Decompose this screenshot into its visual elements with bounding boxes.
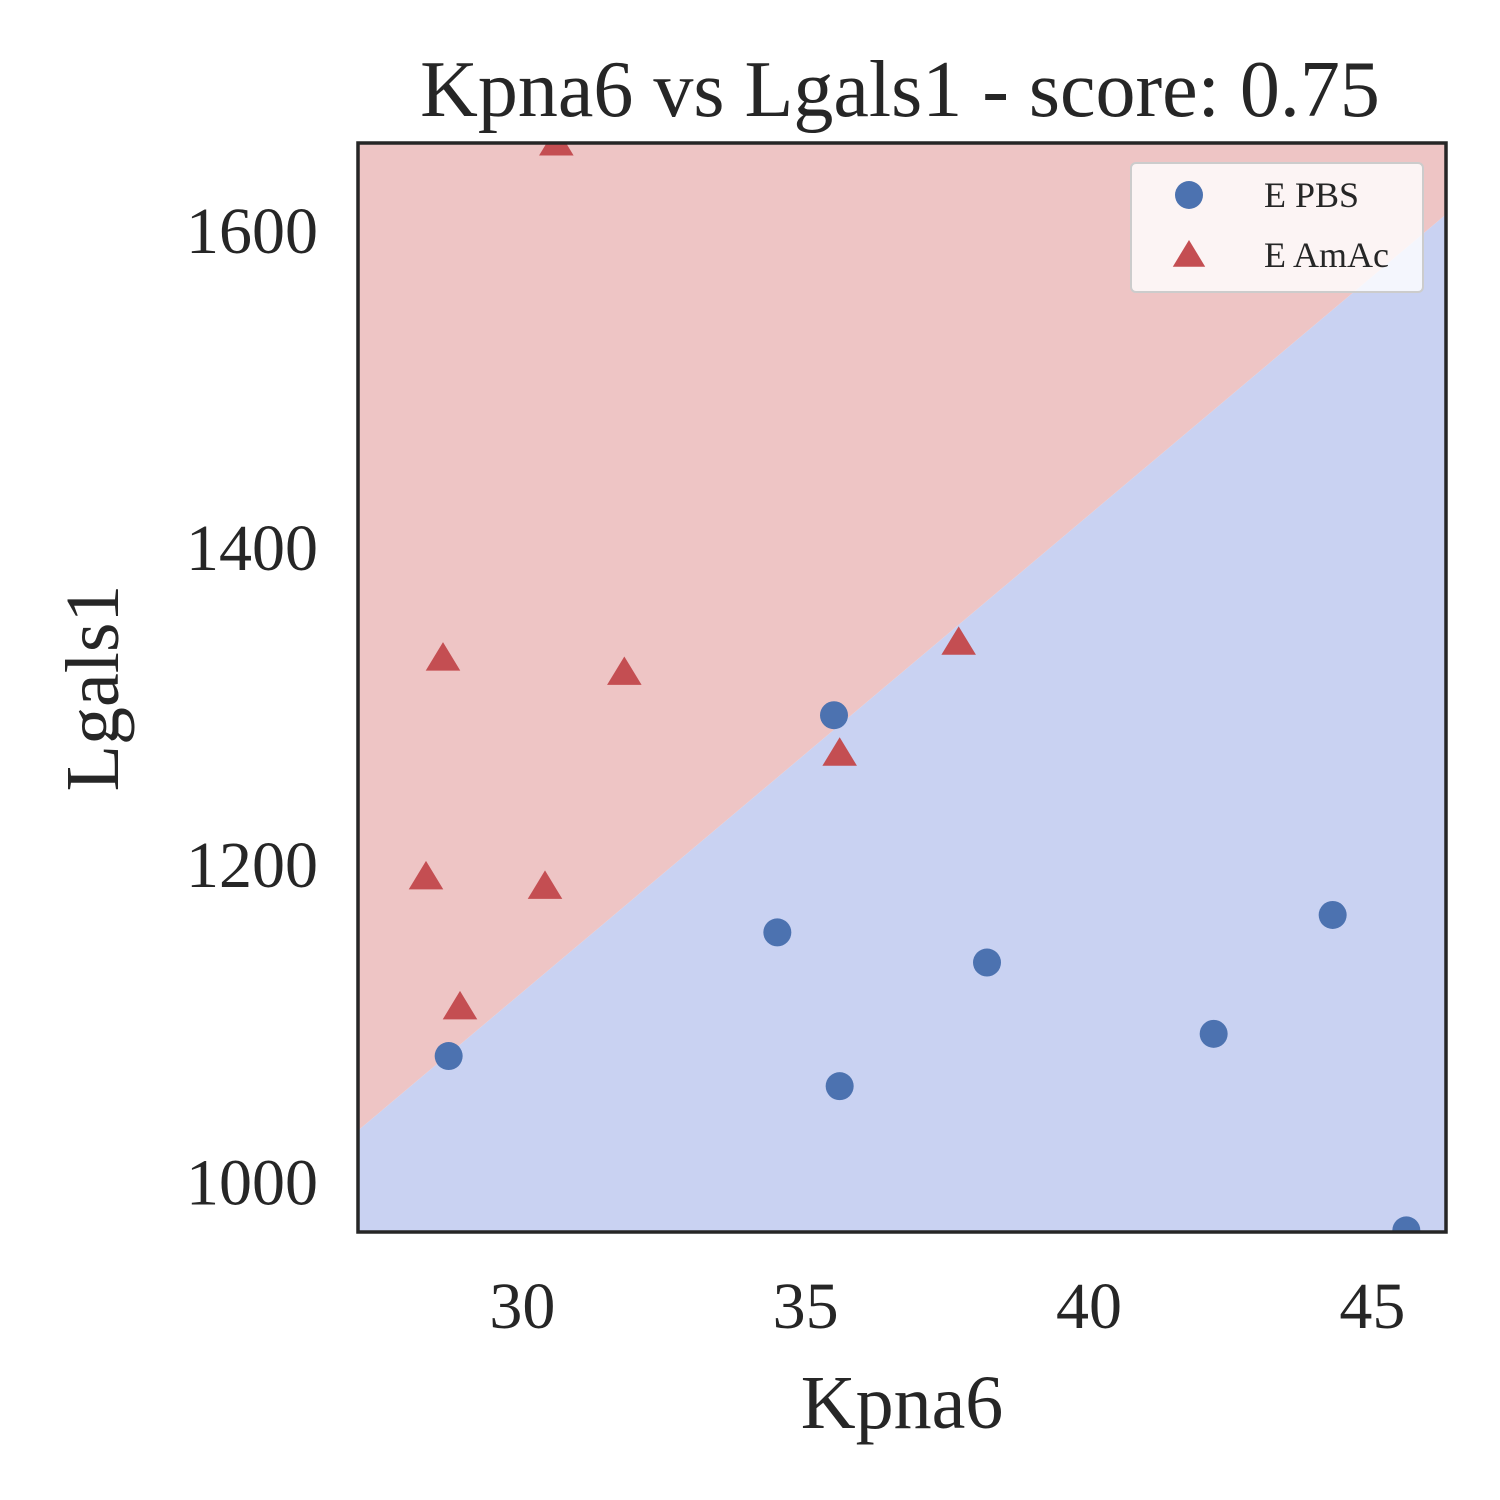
point-e-pbs-5 [1199,1019,1228,1048]
region-e-amac [358,143,1446,1131]
x-tick-label-45: 45 [1339,1270,1405,1343]
point-e-amac-5 [408,860,444,890]
legend-label-e-amac: E AmAc [1264,235,1389,275]
chart-title: Kpna6 vs Lgals1 - score: 0.75 [420,46,1380,134]
x-axis-label: Kpna6 [801,1361,1004,1445]
y-axis-label: Lgals1 [51,585,135,792]
y-axis-ticks: 1000 1200 1400 1600 [186,195,318,1219]
plot-frame [356,141,1448,1234]
y-tick-label-1200: 1200 [186,829,318,902]
point-e-pbs-6 [1318,900,1347,929]
point-e-amac-3 [941,626,976,655]
y-tick-label-1400: 1400 [186,512,318,585]
point-e-amac-4 [822,737,857,766]
region-e-pbs [358,214,1446,1232]
point-e-amac-2 [607,656,642,685]
point-e-amac-1 [425,642,461,671]
plot-area [356,141,1448,1234]
point-e-amac-6 [527,870,563,899]
point-e-pbs-2 [820,701,848,730]
point-e-pbs-3 [825,1072,854,1101]
legend-box [1130,162,1424,293]
data-points [408,143,1421,1232]
point-e-pbs-7 [1392,1216,1421,1232]
x-tick-label-35: 35 [773,1270,839,1343]
y-tick-label-1000: 1000 [186,1146,318,1219]
point-e-amac-7 [442,990,478,1020]
point-e-pbs-0 [434,1042,463,1071]
x-tick-label-30: 30 [489,1270,555,1343]
legend: E PBS E AmAc [1130,162,1424,293]
x-tick-label-40: 40 [1056,1270,1122,1343]
legend-marker-e-amac [1172,240,1206,267]
y-tick-label-1600: 1600 [186,195,318,268]
legend-label-e-pbs: E PBS [1264,175,1359,215]
point-e-amac-0 [539,143,574,156]
x-axis-ticks: 30 35 40 45 [489,1270,1405,1343]
point-e-pbs-4 [973,948,1001,977]
legend-marker-e-pbs [1175,181,1203,209]
point-e-pbs-1 [763,918,792,947]
decision-regions [358,143,1446,1232]
